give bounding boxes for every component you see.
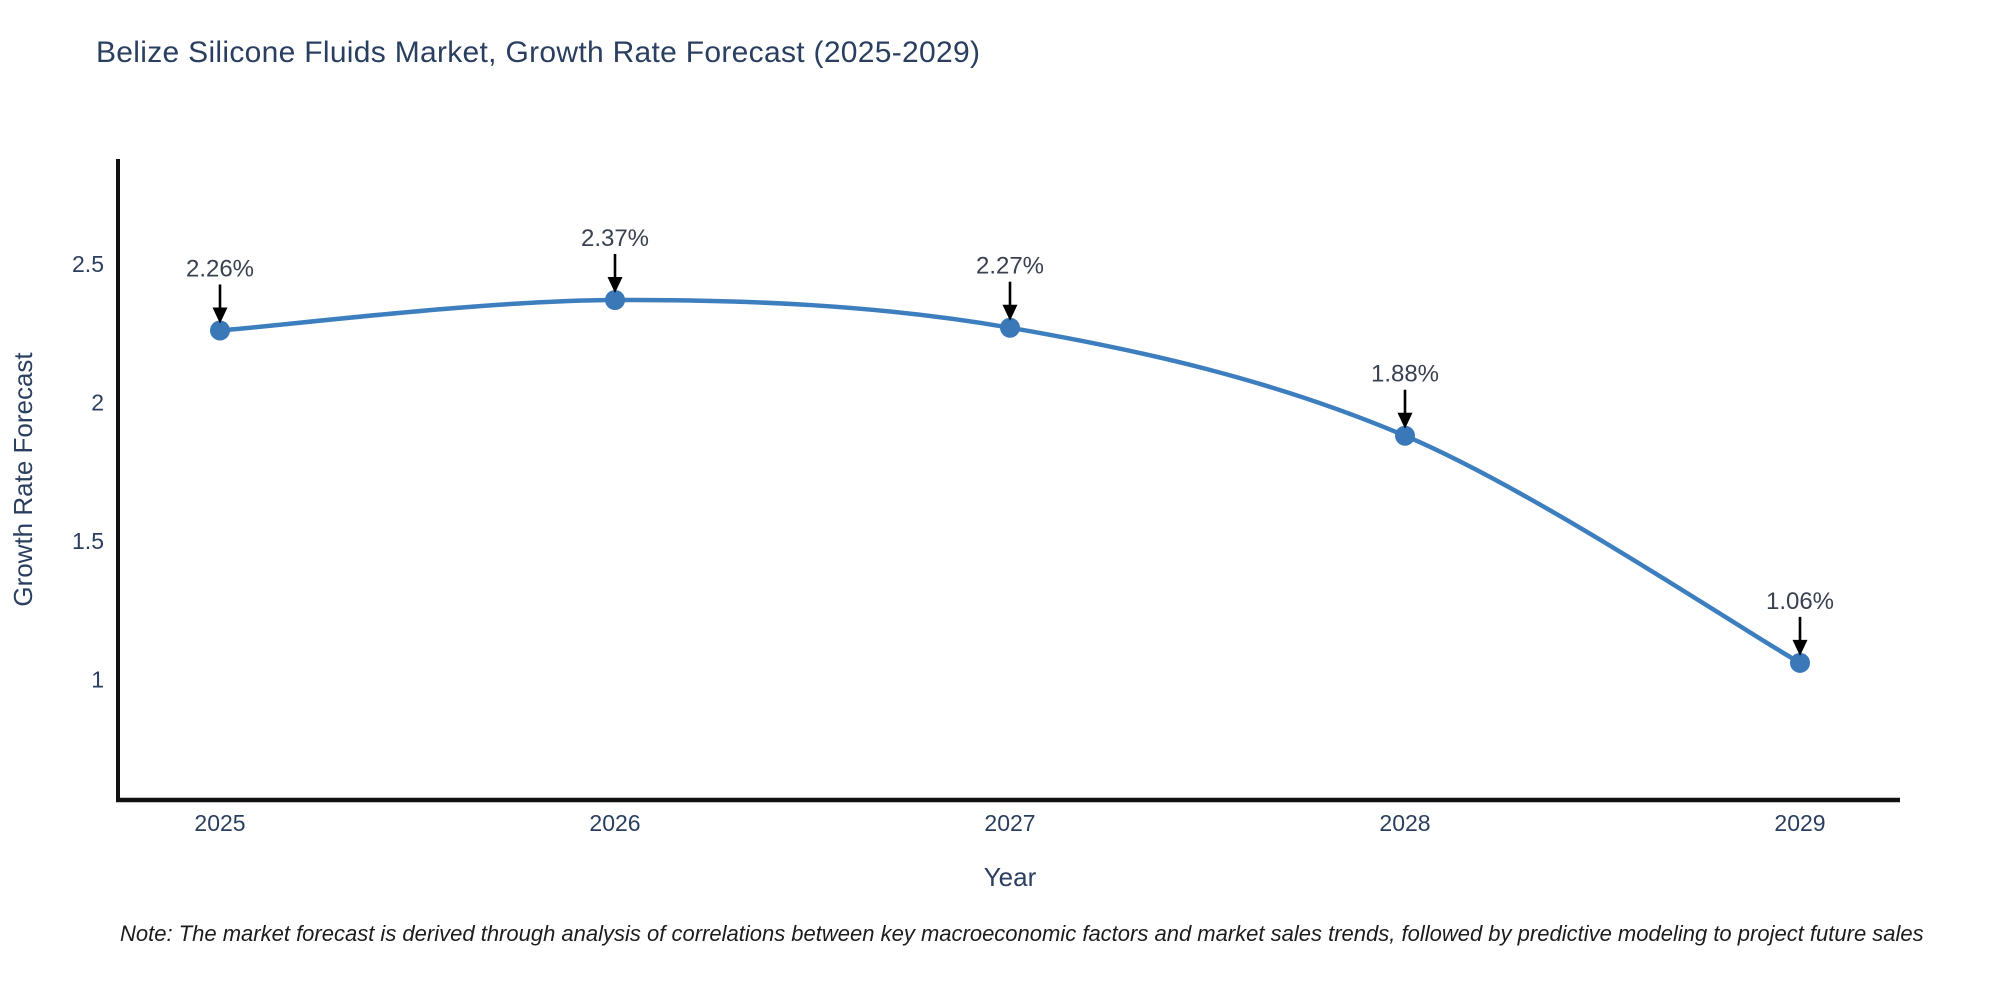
point-value-label: 2.26%: [186, 255, 254, 282]
y-axis-title: Growth Rate Forecast: [8, 352, 38, 607]
annotation-arrowhead: [212, 307, 228, 324]
y-axis-tick-label: 1: [91, 667, 104, 693]
x-axis-tick-label: 2026: [589, 810, 640, 836]
annotation-arrowhead: [607, 276, 623, 293]
x-axis-tick-label: 2028: [1379, 810, 1430, 836]
point-value-label: 2.27%: [976, 253, 1044, 280]
x-axis-tick-label: 2029: [1774, 810, 1825, 836]
annotation-arrowhead: [1397, 412, 1413, 429]
point-value-label: 1.88%: [1371, 361, 1439, 388]
y-axis-tick-label: 2: [91, 389, 104, 415]
point-value-label: 1.06%: [1766, 588, 1834, 615]
data-point-marker: [605, 289, 625, 310]
chart-title: Belize Silicone Fluids Market, Growth Ra…: [96, 36, 981, 69]
data-point-marker: [1395, 425, 1415, 446]
annotation-arrowhead: [1792, 639, 1808, 656]
y-axis-tick-label: 1.5: [72, 528, 104, 554]
x-axis-tick-label: 2027: [984, 810, 1035, 836]
footnote-text: Note: The market forecast is derived thr…: [120, 921, 1924, 946]
y-axis-tick-label: 2.5: [72, 251, 104, 277]
x-axis-title: Year: [984, 862, 1037, 892]
x-axis-tick-label: 2025: [194, 810, 245, 836]
point-value-label: 2.37%: [581, 225, 649, 252]
data-point-marker: [1000, 317, 1020, 338]
annotation-arrowhead: [1002, 304, 1018, 321]
data-point-marker: [210, 320, 230, 341]
trend-line: [219, 297, 1802, 665]
data-point-marker: [1790, 652, 1810, 673]
